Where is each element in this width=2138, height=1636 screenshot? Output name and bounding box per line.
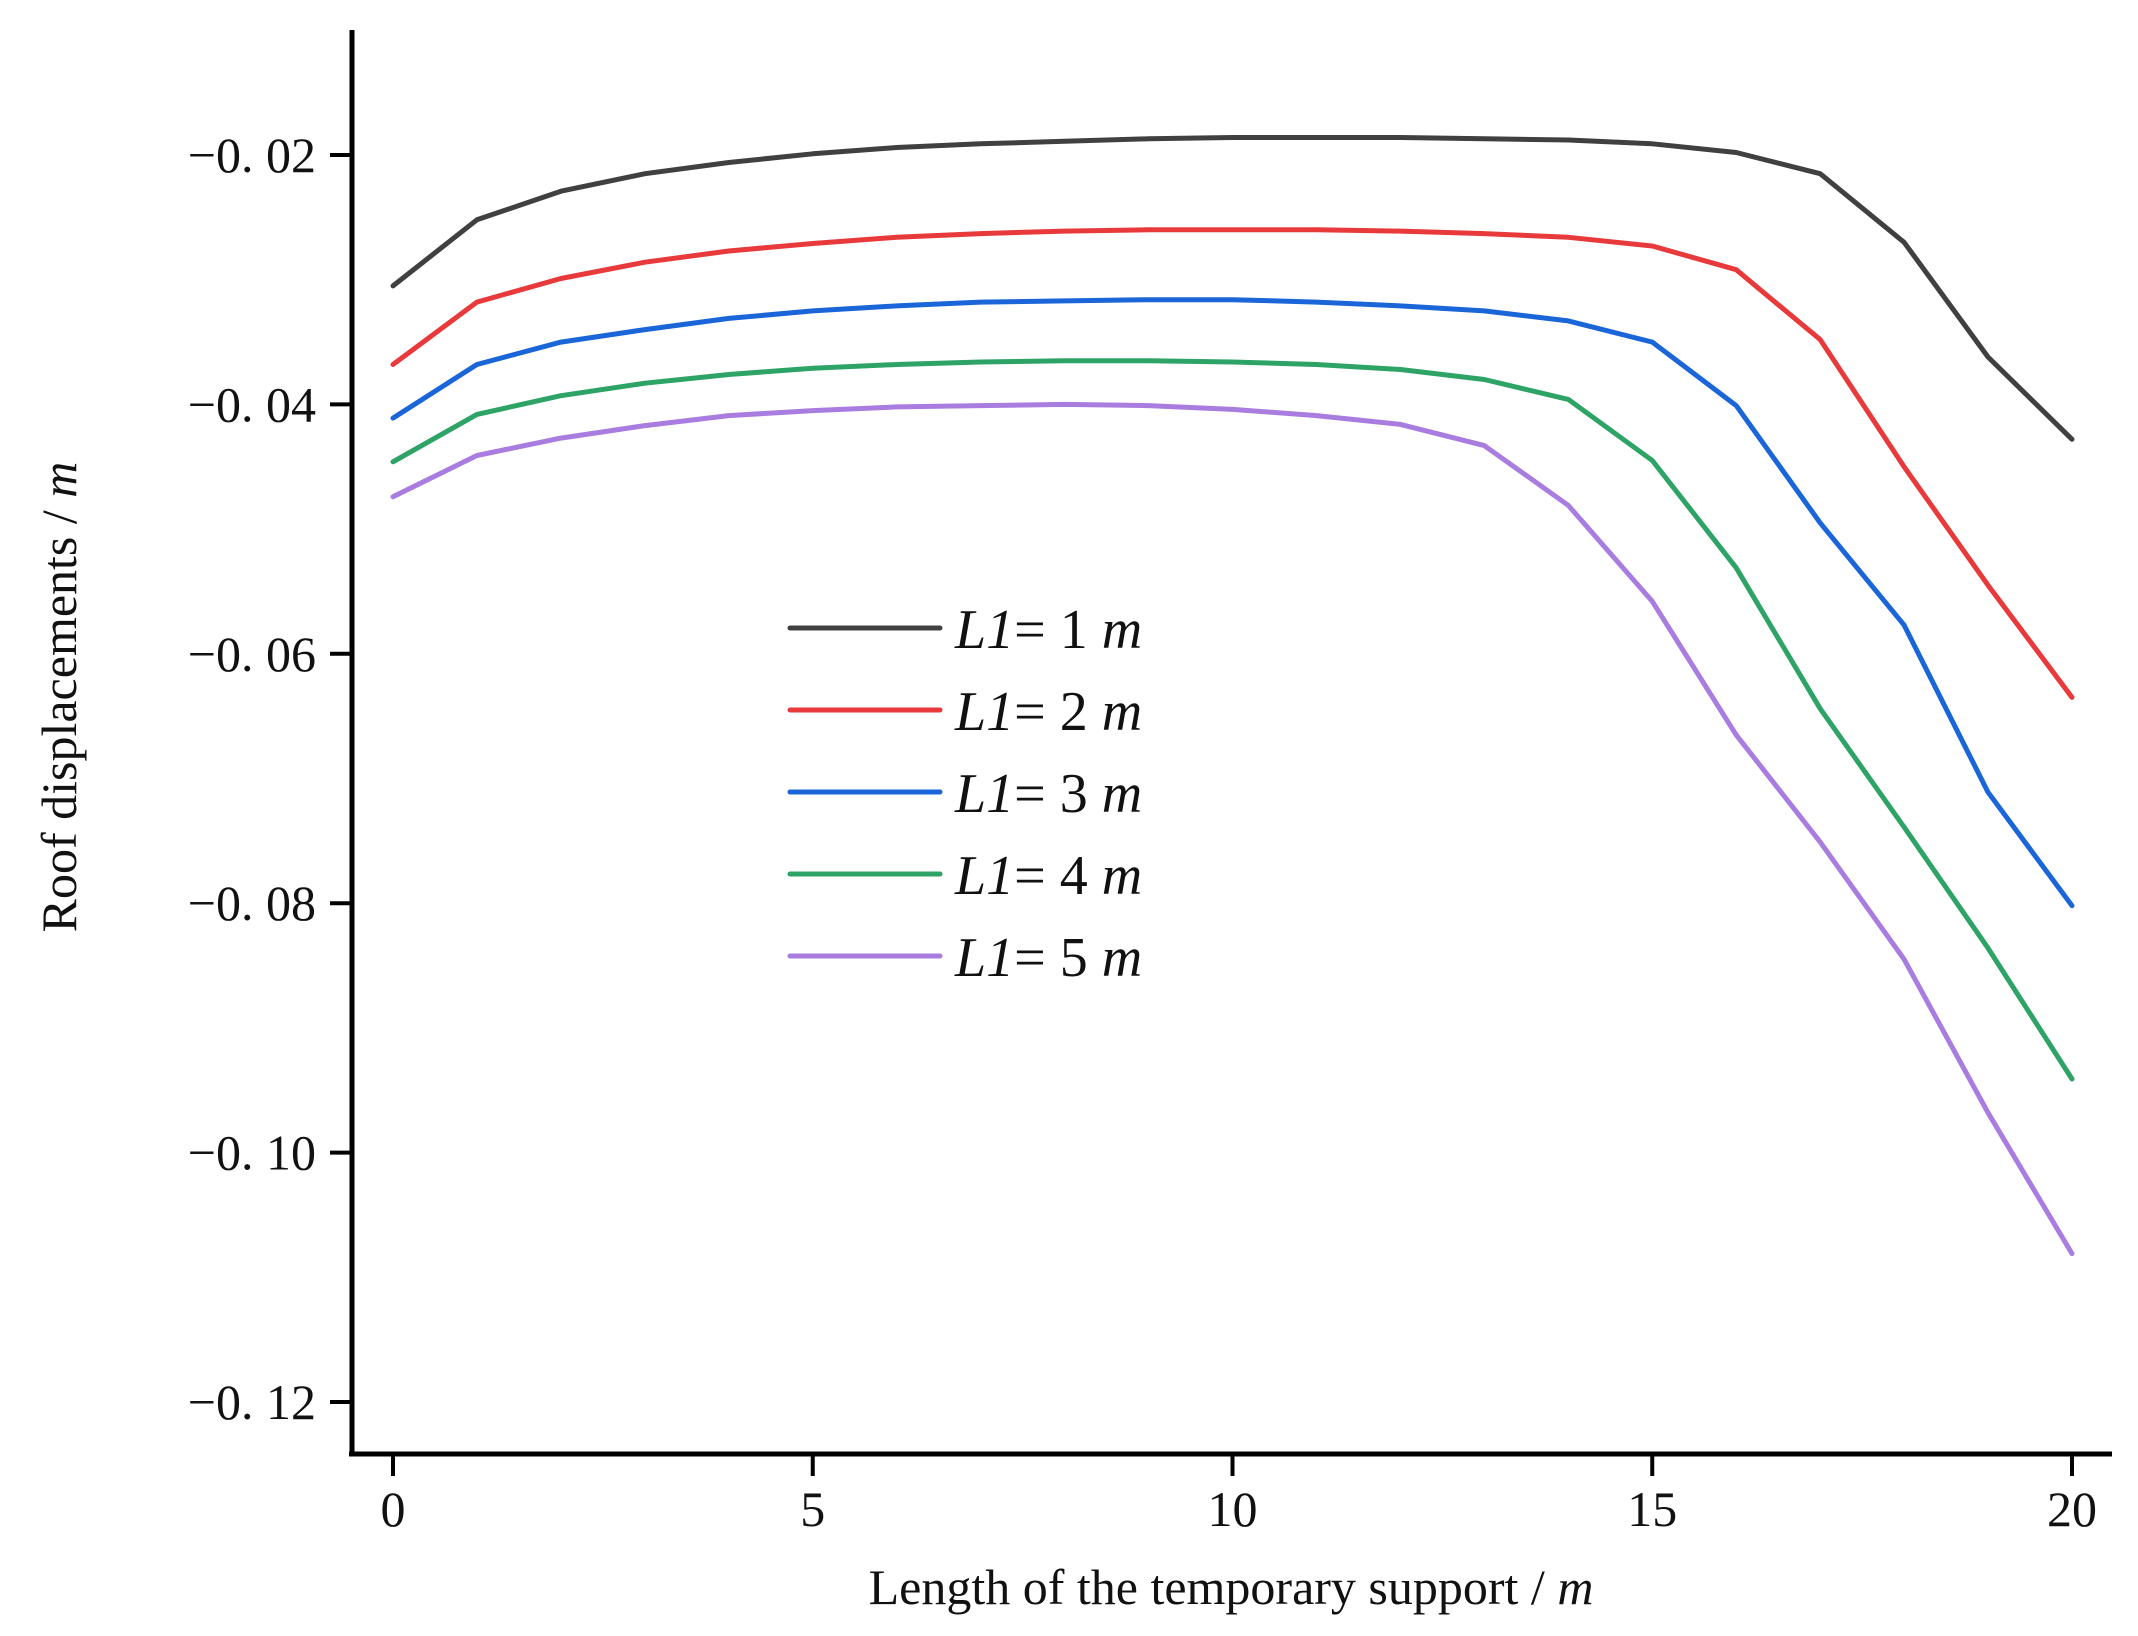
series-line (390, 135, 2075, 442)
legend-label: L1= 2 m (954, 681, 1142, 743)
y-tick-label: −0. 10 (188, 1125, 316, 1181)
series-layer (390, 135, 2075, 1257)
x-tick-label: 0 (381, 1481, 406, 1537)
y-tick-label: −0. 08 (188, 875, 316, 931)
series-line (390, 227, 2075, 700)
x-axis-title: Length of the temporary support / m (869, 1559, 1594, 1615)
legend-label: L1= 1 m (954, 599, 1142, 661)
series-line (390, 297, 2075, 909)
x-tick-label: 20 (2047, 1481, 2097, 1537)
series-line (390, 401, 2075, 1257)
legend-label: L1= 5 m (954, 927, 1142, 989)
y-tick-label: −0. 12 (188, 1374, 316, 1430)
x-tick-label: 15 (1627, 1481, 1677, 1537)
y-tick-label: −0. 02 (188, 127, 316, 183)
series-line (390, 358, 2075, 1082)
x-tick-label: 5 (800, 1481, 825, 1537)
x-tick-label: 10 (1208, 1481, 1258, 1537)
legend: L1= 1 m L1= 2 m L1= 3 m L1= 4 m L1= 5 m (787, 599, 1142, 989)
ticks-layer: 0 5 10 15 20 −0. 02 −0. 04 −0. 06 −0. 08 −0. 10 −0… (188, 127, 2097, 1537)
y-tick-label: −0. 04 (188, 376, 316, 432)
y-axis-title: Roof displacements / m (31, 462, 87, 933)
legend-label: L1= 4 m (954, 845, 1142, 907)
legend-label: L1= 3 m (954, 763, 1142, 825)
y-tick-label: −0. 06 (188, 626, 316, 682)
